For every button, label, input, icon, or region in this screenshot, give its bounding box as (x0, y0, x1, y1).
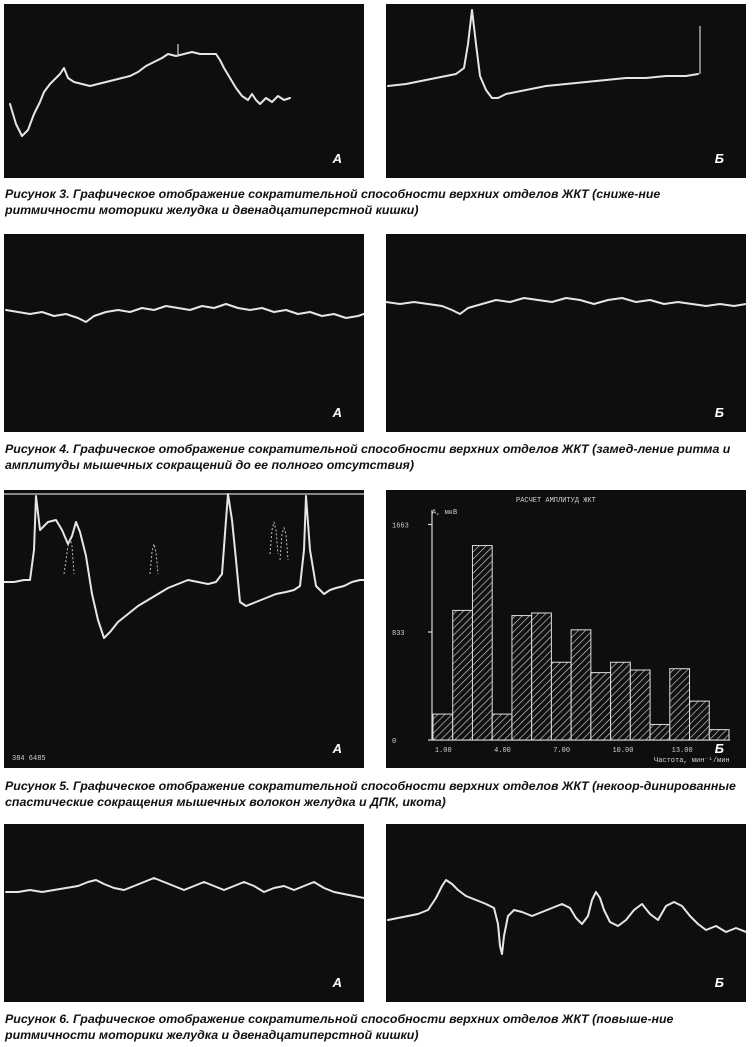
figure6-panel-a-label: А (332, 975, 342, 990)
histogram-xtick-label: 10.00 (612, 747, 633, 755)
histogram-bar (452, 609, 473, 741)
figure4-caption-text: Графическое отображение сократительной с… (5, 442, 731, 472)
figure5-panel-a-label: А (332, 741, 342, 756)
figure4-panel-b-trace (386, 297, 746, 315)
figure6-panel-b-trace (387, 879, 746, 955)
figure5-caption-text: Графическое отображение сократительной с… (5, 779, 736, 809)
figure4-panel-a-trace (5, 303, 364, 323)
histogram-bar (511, 615, 533, 741)
figure3-panel-b-trace (387, 9, 701, 99)
histogram-xtick-label: 1.00 (435, 747, 452, 755)
histogram-ytick-label: 1663 (392, 522, 409, 530)
histogram-bars (432, 545, 730, 741)
figure3-panel-a-label: А (332, 151, 342, 166)
figure6-caption-title: Рисунок 6. (5, 1012, 70, 1026)
histogram-xtick-label: 4.00 (494, 747, 511, 755)
figure4-caption: Рисунок 4. Графическое отображение сокра… (5, 441, 745, 473)
histogram-ytick-label: 0 (392, 738, 396, 746)
histogram-bar (570, 629, 592, 741)
figure5-caption: Рисунок 5. Графическое отображение сокра… (5, 778, 745, 810)
histogram-bar (669, 668, 691, 741)
figure5-caption-title: Рисунок 5. (5, 779, 70, 793)
figure4-panel-b-label: Б (714, 405, 724, 420)
figure5-panel-b: РАСЧЕТ АМПЛИТУД ЖКТ А, мкВ Частота, мин⁻… (386, 490, 746, 768)
histogram-bar (531, 612, 552, 741)
figure3-panel-a-trace (9, 44, 291, 137)
figure5-panel-a-counter: 384 6485 (12, 755, 46, 763)
histogram-title: РАСЧЕТ АМПЛИТУД ЖКТ (516, 497, 596, 505)
figure4-caption-title: Рисунок 4. (5, 442, 70, 456)
histogram-bar (629, 669, 651, 741)
figure6-caption-text: Графическое отображение сократительной с… (5, 1012, 674, 1042)
histogram-bar (550, 661, 572, 741)
figure6-panel-a: А (4, 824, 364, 1002)
figure3-panel-b: Б (386, 4, 746, 178)
figure6-panel-b-label: Б (714, 975, 724, 990)
histogram-ylabel: А, мкВ (432, 509, 457, 517)
figure6-panel-a-trace (5, 877, 364, 899)
histogram-bar (432, 713, 454, 741)
histogram-bar (649, 723, 671, 741)
figure6-caption: Рисунок 6. Графическое отображение сокра… (5, 1011, 745, 1043)
figure5-panel-b-label: Б (714, 741, 724, 756)
figure3-caption-title: Рисунок 3. (5, 187, 70, 201)
figure6-panel-b: Б (386, 824, 746, 1002)
figure4-panel-a: А (4, 234, 364, 432)
histogram-bar (610, 661, 631, 741)
histogram-ytick-label: 833 (392, 630, 405, 638)
histogram-bar (471, 545, 493, 741)
figure5-panel-a-trace: 384 6485 (4, 493, 364, 763)
figure3-panel-b-label: Б (714, 151, 724, 166)
figure4-panel-a-label: А (332, 405, 342, 420)
figure5-histogram: РАСЧЕТ АМПЛИТУД ЖКТ А, мкВ Частота, мин⁻… (392, 497, 730, 765)
histogram-bar (590, 672, 612, 741)
histogram-xtick-label: 7.00 (553, 747, 570, 755)
figure4-panel-b: Б (386, 234, 746, 432)
figure3-caption-text: Графическое отображение сократительной с… (5, 187, 661, 217)
histogram-bar (708, 729, 730, 741)
histogram-bar (491, 713, 513, 741)
histogram-bar (689, 700, 710, 741)
figure5-panel-a: 384 6485 А (4, 490, 364, 768)
figure3-caption: Рисунок 3. Графическое отображение сокра… (5, 186, 745, 218)
histogram-xlabel: Частота, мин⁻¹/мин (654, 757, 730, 765)
histogram-ticks: 1663 833 0 1.00 4.00 7.00 10.00 13.00 (392, 522, 693, 755)
figure3-panel-a: А (4, 4, 364, 178)
histogram-xtick-label: 13.00 (672, 747, 693, 755)
